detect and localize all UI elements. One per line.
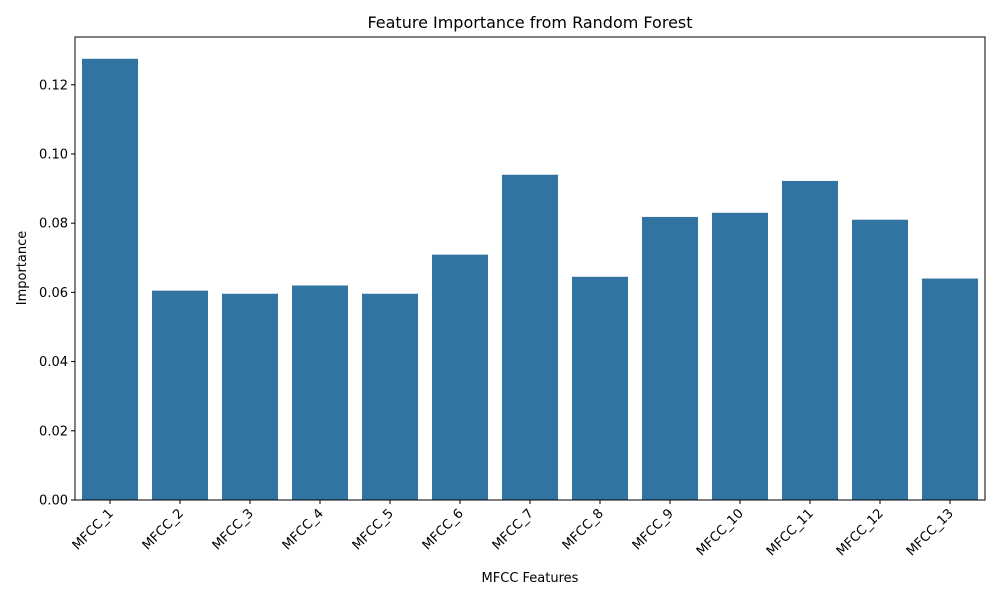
y-tick-label: 0.06	[39, 286, 68, 301]
y-tick-label: 0.08	[39, 217, 68, 232]
y-tick-label: 0.04	[39, 355, 68, 370]
y-axis: 0.00 0.02 0.04 0.06 0.08 0.10 0.12	[39, 78, 75, 509]
x-tick-label: MFCC_6	[420, 506, 467, 553]
y-tick-label: 0.00	[39, 494, 68, 509]
bar-mfcc-4	[292, 285, 348, 500]
x-tick-label: MFCC_11	[764, 506, 817, 559]
bar-mfcc-1	[82, 58, 138, 501]
bars-group	[82, 58, 978, 501]
x-tick-label: MFCC_4	[280, 506, 327, 553]
bar-mfcc-2	[152, 290, 208, 500]
x-tick-label: MFCC_7	[490, 506, 537, 553]
y-axis-label: Importance	[15, 231, 30, 306]
x-tick-label: MFCC_12	[834, 506, 887, 559]
bar-mfcc-5	[362, 293, 418, 500]
bar-mfcc-9	[642, 216, 698, 500]
x-tick-label: MFCC_3	[210, 506, 257, 553]
bar-mfcc-8	[572, 276, 628, 500]
x-tick-label: MFCC_2	[140, 506, 187, 553]
x-tick-label: MFCC_1	[70, 506, 117, 553]
x-tick-label: MFCC_9	[630, 506, 677, 553]
y-tick-label: 0.02	[39, 424, 68, 439]
y-tick-label: 0.12	[39, 78, 68, 93]
x-axis: MFCC_1 MFCC_2 MFCC_3 MFCC_4 MFCC_5 MFCC_6 MFCC…	[70, 500, 957, 559]
chart-title: Feature Importance from Random Forest	[367, 13, 692, 32]
bar-mfcc-13	[922, 278, 978, 500]
y-tick-label: 0.10	[39, 147, 68, 162]
x-tick-label: MFCC_13	[904, 506, 957, 559]
x-tick-label: MFCC_8	[560, 506, 607, 553]
x-tick-label: MFCC_10	[694, 506, 747, 559]
bar-mfcc-6	[432, 254, 488, 500]
bar-mfcc-7	[502, 174, 558, 500]
x-axis-label: MFCC Features	[482, 571, 579, 586]
bar-mfcc-10	[712, 212, 768, 501]
plot-frame	[74, 36, 986, 501]
bar-mfcc-12	[852, 219, 908, 500]
x-tick-label: MFCC_5	[350, 506, 397, 553]
bar-mfcc-11	[782, 180, 838, 500]
bar-mfcc-3	[222, 293, 278, 500]
